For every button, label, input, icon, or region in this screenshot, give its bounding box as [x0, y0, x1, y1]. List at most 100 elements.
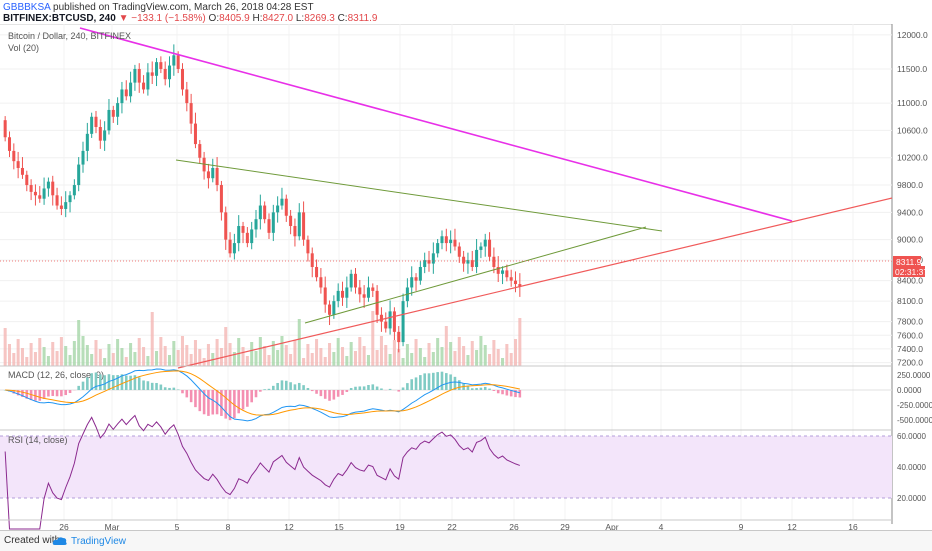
volume-bar — [432, 352, 435, 366]
candle-body — [514, 281, 517, 284]
volume-bar — [410, 353, 413, 366]
macd-histogram-bar — [324, 390, 327, 399]
macd-histogram-bar — [359, 386, 362, 390]
volume-bar — [341, 347, 344, 366]
price-tick-label: 9000.0 — [897, 235, 923, 245]
volume-bar — [311, 353, 314, 366]
candle-body — [81, 151, 84, 165]
macd-histogram-bar — [380, 388, 383, 390]
volume-bar — [94, 340, 97, 366]
price-axis[interactable]: 12000.011500.011000.010600.010200.09800.… — [897, 30, 928, 368]
volume-bar — [99, 349, 102, 366]
macd-histogram-bar — [181, 390, 184, 393]
volume-bar — [120, 348, 123, 366]
candle-body — [116, 103, 119, 117]
volume-bar — [501, 358, 504, 366]
volume-bar — [254, 351, 257, 366]
candle-body — [51, 182, 54, 196]
time-tick-label: 19 — [395, 522, 405, 530]
volume-bar — [77, 320, 80, 366]
volume-bar — [250, 342, 253, 366]
volume-bar — [328, 343, 331, 366]
candle-body — [440, 236, 443, 243]
candle-body — [69, 195, 72, 202]
macd-histogram-bar — [350, 388, 353, 390]
candle-body — [112, 110, 115, 117]
volume-bar — [380, 336, 383, 366]
time-badge: 02:31:37 — [895, 267, 928, 277]
candle-body — [190, 103, 193, 123]
price-tick-label: 12000.0 — [897, 30, 928, 40]
volume-bar — [389, 354, 392, 366]
macd-histogram-bar — [246, 390, 249, 407]
volume-bar — [406, 344, 409, 366]
volume-bar — [181, 336, 184, 366]
macd-histogram-bar — [173, 388, 176, 390]
volume-bar — [462, 346, 465, 366]
macd-histogram-bar — [458, 380, 461, 390]
candle-body — [129, 83, 132, 97]
macd-histogram-bar — [302, 385, 305, 390]
volume-bar — [8, 344, 11, 366]
candle-body — [341, 291, 344, 298]
volume-bar — [510, 353, 513, 366]
macd-histogram-bar — [151, 383, 154, 390]
candle-body — [367, 287, 370, 297]
candle-body — [345, 287, 348, 297]
macd-histogram-bar — [285, 381, 288, 390]
candle-body — [246, 233, 249, 243]
rsi-tick-label: 40.0000 — [897, 463, 926, 472]
macd-histogram-bar — [389, 389, 392, 390]
chart-canvas[interactable]: Bitcoin / Dollar, 240, BITFINEX Vol (20)… — [0, 24, 932, 530]
volume-bar — [237, 338, 240, 366]
volume-bar — [172, 341, 175, 366]
triangle-upper-line[interactable] — [176, 160, 662, 231]
volume-bar — [419, 348, 422, 366]
macd-tick-label: 250.0000 — [897, 371, 931, 380]
macd-histogram-bar — [250, 390, 253, 402]
volume-bar — [436, 338, 439, 366]
volume-bar — [345, 356, 348, 366]
candle-body — [172, 55, 175, 65]
candle-body — [242, 226, 245, 233]
magenta-resistance-line[interactable] — [80, 28, 792, 221]
candle-body — [12, 151, 15, 161]
macd-histogram-bar — [276, 383, 279, 390]
candle-body — [415, 277, 418, 280]
time-tick-label: 12 — [284, 522, 294, 530]
close-label: C: — [338, 13, 348, 24]
macd-histogram-bar — [224, 390, 227, 419]
candle-body — [393, 311, 396, 331]
volume-bar — [12, 353, 15, 366]
macd-histogram-bar — [82, 382, 85, 390]
volume-bar — [73, 341, 76, 366]
candle-body — [233, 243, 236, 253]
volume-bar — [38, 338, 41, 366]
candle-body — [90, 117, 93, 134]
price-tick-label: 9400.0 — [897, 207, 923, 217]
author-link[interactable]: GBBBKSA — [3, 2, 50, 13]
candle-body — [272, 212, 275, 232]
volume-bar — [146, 356, 149, 366]
candle-body — [419, 267, 422, 281]
macd-label: MACD (12, 26, close, 9) — [8, 370, 104, 380]
volume-bar — [337, 338, 340, 366]
low-value: 8269.3 — [304, 13, 335, 24]
rsi-band — [0, 436, 892, 498]
macd-histogram-bar — [419, 375, 422, 390]
macd-histogram-bar — [263, 389, 266, 390]
price-tick-label: 7200.0 — [897, 358, 923, 368]
time-tick-label: Mar — [105, 522, 120, 530]
macd-histogram-bar — [281, 380, 284, 390]
red-support-line[interactable] — [178, 198, 892, 368]
volume-bar — [4, 328, 7, 366]
macd-histogram-bar — [410, 379, 413, 390]
macd-histogram-bar — [294, 384, 297, 390]
tradingview-brand[interactable]: TradingView — [52, 533, 126, 549]
volume-bar — [453, 351, 456, 366]
candle-body — [371, 287, 374, 290]
macd-histogram-bar — [194, 390, 197, 407]
